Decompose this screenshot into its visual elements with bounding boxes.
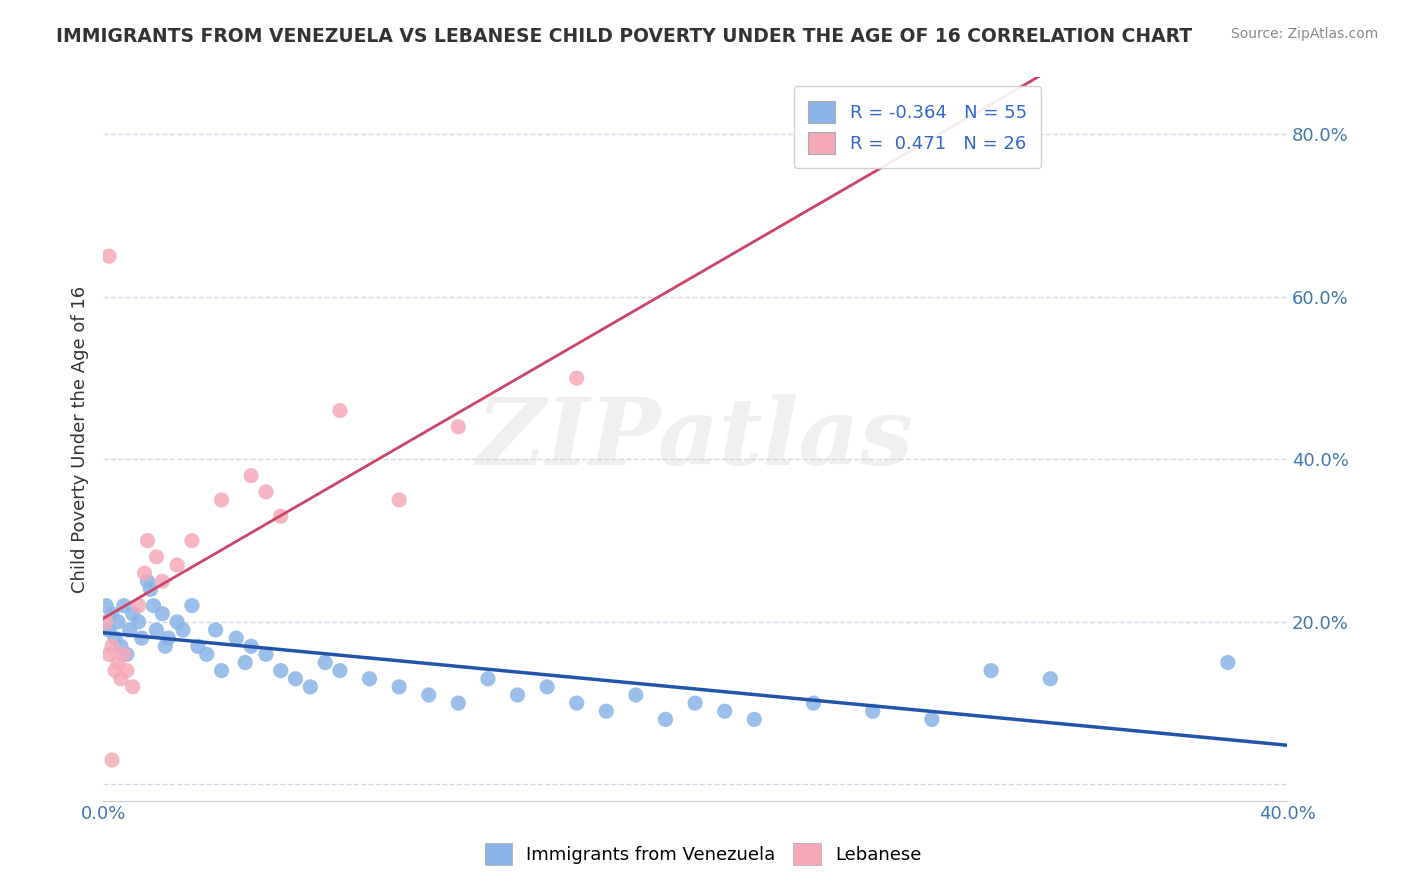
Point: [565, 371, 588, 385]
Point: [447, 420, 470, 434]
Point: [195, 648, 218, 662]
Text: ZIPatlas: ZIPatlas: [477, 394, 914, 484]
Point: [131, 631, 153, 645]
Point: [136, 533, 159, 548]
Point: [477, 672, 499, 686]
Point: [101, 753, 124, 767]
Point: [713, 704, 735, 718]
Point: [1039, 672, 1062, 686]
Point: [359, 672, 381, 686]
Point: [98, 623, 121, 637]
Point: [101, 639, 124, 653]
Point: [172, 623, 194, 637]
Point: [150, 574, 173, 589]
Point: [254, 484, 277, 499]
Point: [136, 574, 159, 589]
Point: [115, 648, 138, 662]
Point: [166, 615, 188, 629]
Point: [150, 607, 173, 621]
Point: [98, 249, 121, 263]
Point: [110, 639, 132, 653]
Legend: Immigrants from Venezuela, Lebanese: Immigrants from Venezuela, Lebanese: [475, 834, 931, 874]
Point: [803, 696, 825, 710]
Point: [181, 599, 204, 613]
Point: [388, 493, 411, 508]
Point: [862, 704, 884, 718]
Point: [742, 712, 765, 726]
Legend: R = -0.364   N = 55, R =  0.471   N = 26: R = -0.364 N = 55, R = 0.471 N = 26: [794, 87, 1042, 169]
Point: [921, 712, 943, 726]
Point: [142, 599, 165, 613]
Point: [211, 664, 233, 678]
Point: [314, 656, 336, 670]
Point: [187, 639, 209, 653]
Point: [128, 599, 150, 613]
Point: [299, 680, 322, 694]
Point: [118, 623, 141, 637]
Point: [388, 680, 411, 694]
Point: [270, 509, 292, 524]
Point: [104, 631, 127, 645]
Point: [94, 599, 117, 613]
Point: [145, 549, 167, 564]
Point: [233, 656, 256, 670]
Point: [254, 648, 277, 662]
Point: [112, 648, 135, 662]
Point: [270, 664, 292, 678]
Point: [121, 607, 143, 621]
Point: [447, 696, 470, 710]
Point: [329, 403, 352, 417]
Point: [115, 664, 138, 678]
Point: [565, 696, 588, 710]
Point: [654, 712, 676, 726]
Point: [110, 672, 132, 686]
Point: [284, 672, 307, 686]
Point: [980, 664, 1002, 678]
Point: [112, 599, 135, 613]
Point: [683, 696, 706, 710]
Point: [128, 615, 150, 629]
Point: [104, 664, 127, 678]
Point: [329, 664, 352, 678]
Point: [1216, 656, 1239, 670]
Point: [181, 533, 204, 548]
Text: IMMIGRANTS FROM VENEZUELA VS LEBANESE CHILD POVERTY UNDER THE AGE OF 16 CORRELAT: IMMIGRANTS FROM VENEZUELA VS LEBANESE CH…: [56, 27, 1192, 45]
Point: [98, 648, 121, 662]
Point: [134, 566, 156, 580]
Point: [155, 639, 177, 653]
Text: Source: ZipAtlas.com: Source: ZipAtlas.com: [1230, 27, 1378, 41]
Point: [145, 623, 167, 637]
Point: [506, 688, 529, 702]
Point: [94, 615, 117, 629]
Point: [101, 607, 124, 621]
Point: [225, 631, 247, 645]
Point: [204, 623, 226, 637]
Y-axis label: Child Poverty Under the Age of 16: Child Poverty Under the Age of 16: [72, 285, 89, 592]
Point: [240, 468, 263, 483]
Point: [121, 680, 143, 694]
Point: [157, 631, 180, 645]
Point: [418, 688, 440, 702]
Point: [624, 688, 647, 702]
Point: [107, 615, 129, 629]
Point: [211, 493, 233, 508]
Point: [595, 704, 617, 718]
Point: [107, 656, 129, 670]
Point: [166, 558, 188, 572]
Point: [536, 680, 558, 694]
Point: [240, 639, 263, 653]
Point: [139, 582, 162, 597]
